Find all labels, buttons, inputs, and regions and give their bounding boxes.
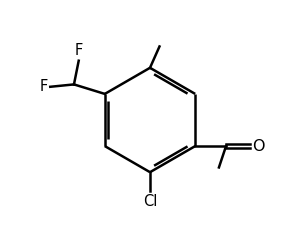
Text: O: O	[252, 138, 265, 154]
Text: Cl: Cl	[143, 193, 157, 209]
Text: F: F	[40, 79, 48, 94]
Text: F: F	[75, 43, 83, 58]
